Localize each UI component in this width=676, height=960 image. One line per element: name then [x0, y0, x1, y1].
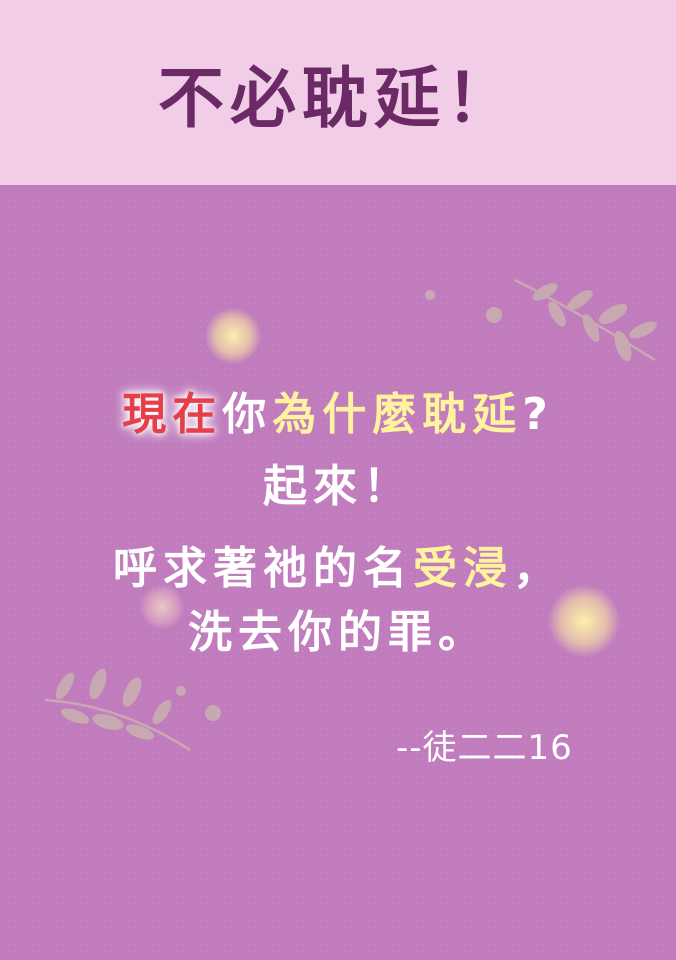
- light-orb: [548, 585, 620, 657]
- verse-highlight-red: 現在: [122, 389, 223, 440]
- verse-text: 你: [222, 389, 273, 440]
- verse-punctuation: ，: [513, 543, 563, 594]
- light-orb: [140, 585, 184, 629]
- verse-line-3: 呼求著祂的名受浸，: [0, 532, 676, 596]
- verse-text: 洗去你的罪。: [188, 607, 488, 658]
- verse-line-1: 現在你為什麼耽延?: [0, 378, 676, 442]
- decor-dot: [486, 307, 502, 323]
- header-banner: 不必耽延！: [0, 0, 676, 185]
- verse-highlight-yellow: 為什麼耽延: [272, 389, 523, 440]
- page-title: 不必耽延！: [158, 59, 518, 137]
- verse-text: 呼求著祂的名: [113, 543, 413, 594]
- verse-reference: --徒二二16: [396, 728, 573, 768]
- olive-branch-icon: [44, 668, 191, 752]
- verse-line-4: 洗去你的罪。: [0, 596, 676, 660]
- olive-branch-icon: [514, 278, 657, 362]
- decor-dot: [205, 705, 221, 721]
- light-orb: [205, 308, 261, 364]
- decor-dot: [425, 290, 435, 300]
- verse-text: 起來！: [263, 461, 413, 512]
- verse-line-2: 起來！: [0, 450, 676, 514]
- verse-highlight-yellow: 受浸: [413, 543, 513, 594]
- verse-punctuation: ?: [522, 389, 554, 440]
- decor-dot: [176, 686, 186, 696]
